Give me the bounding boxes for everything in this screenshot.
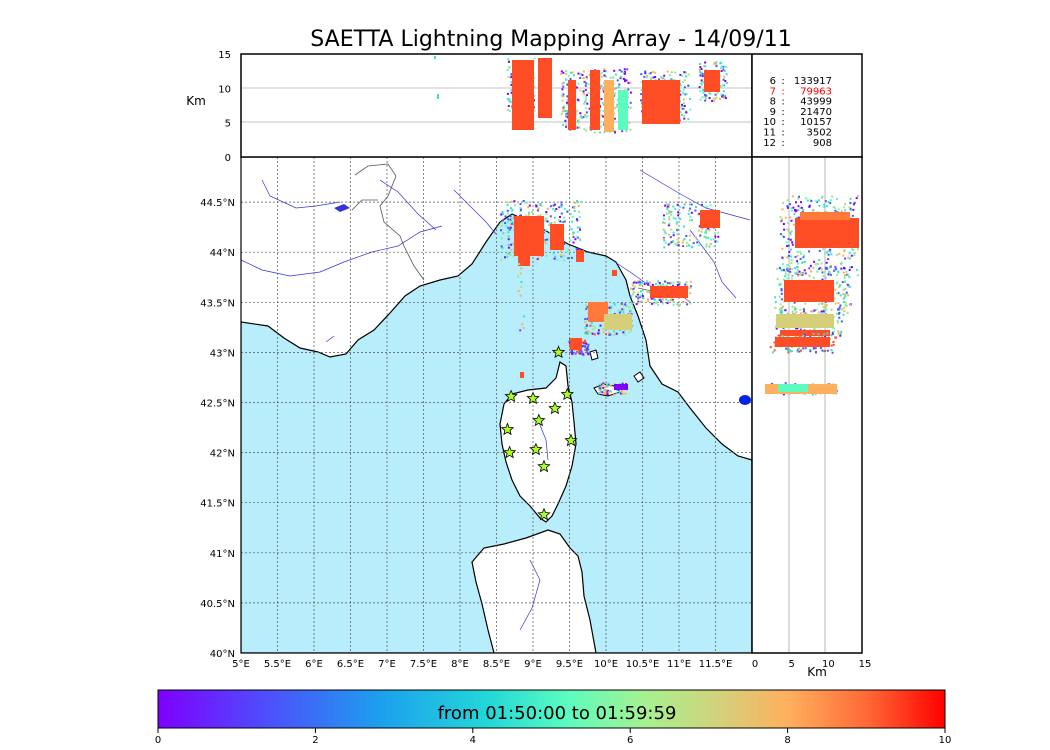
sardinia-island: [471, 529, 597, 653]
colorbar-tick: 8: [784, 735, 790, 746]
station-star-icon: [529, 442, 543, 456]
count-key: 10: [763, 117, 776, 128]
lon-tick-label: 6°E: [305, 659, 323, 670]
source-count-list: 6:1339177:799638:439999:2147010:1015711:…: [763, 76, 832, 149]
altitude-longitude-panel: 0 5 10 15 Km: [186, 50, 753, 164]
side-altitude-tick: 10: [822, 659, 835, 670]
count-key: 12: [763, 138, 776, 149]
lon-tick-label: 10°E: [594, 659, 618, 670]
altitude-latitude-panel: 0 5 10 15 Km: [751, 156, 872, 679]
chart-title: SAETTA Lightning Mapping Array - 14/09/1…: [310, 27, 791, 52]
side-altitude-tick: 15: [859, 659, 872, 670]
time-colorbar: from 01:50:00 to 01:59:59 0 2 4 6 8 10: [155, 689, 952, 746]
time-range-label: from 01:50:00 to 01:59:59: [438, 703, 677, 724]
latitude-tick-labels: 40°N 40.5°N 41°N 41.5°N 42°N 42.5°N 43°N 43.5°N…: [200, 198, 235, 660]
count-separator: :: [781, 86, 784, 97]
lon-tick-label: 7°E: [378, 659, 396, 670]
lon-tick-label: 6.5°E: [337, 659, 364, 670]
lat-tick-label: 43.5°N: [200, 298, 235, 309]
lat-tick-label: 43°N: [210, 348, 235, 359]
side-altitude-axis-label: Km: [807, 665, 827, 679]
count-separator: :: [781, 128, 784, 139]
side-altitude-tick-labels: 0 5 10 15: [752, 659, 872, 670]
count-key: 9: [770, 107, 776, 118]
lon-tick-label: 5.5°E: [264, 659, 291, 670]
lat-tick-label: 41.5°N: [200, 499, 235, 510]
map-grid: [241, 157, 752, 653]
count-separator: :: [781, 117, 784, 128]
count-separator: :: [781, 76, 784, 87]
lat-tick-label: 42.5°N: [200, 398, 235, 409]
lat-tick-label: 44.5°N: [200, 198, 235, 209]
source-count-panel: 6:1339177:799638:439999:2147010:1015711:…: [751, 53, 863, 158]
colorbar-gradient: [157, 689, 946, 729]
lma-stations: [500, 345, 578, 521]
count-value: 10157: [800, 117, 832, 128]
colorbar-tick-labels: 0 2 4 6 8 10: [155, 728, 952, 746]
lon-tick-label: 8°E: [451, 659, 469, 670]
lat-tick-label: 41°N: [210, 549, 235, 560]
lon-tick-label: 7.5°E: [410, 659, 437, 670]
count-separator: :: [781, 107, 784, 118]
station-star-icon: [548, 401, 562, 415]
count-value: 43999: [800, 97, 832, 108]
station-star-icon: [551, 345, 566, 359]
capraia-island: [589, 349, 599, 361]
station-star-icon: [537, 459, 551, 473]
lon-tick-label: 11°E: [667, 659, 691, 670]
corsica-island: [499, 361, 577, 523]
altitude-tick: 0: [225, 153, 231, 164]
side-altitude-tick: 5: [788, 659, 794, 670]
side-panel-frame: [751, 156, 863, 654]
count-key: 11: [763, 128, 776, 139]
count-value: 21470: [800, 107, 832, 118]
map-panel: 5°E 5.5°E 6°E 6.5°E 7°E 7.5°E 8°E 8.5°E 9°E 9.5°E…: [200, 156, 753, 670]
lon-tick-label: 8.5°E: [483, 659, 510, 670]
colorbar-tick: 2: [312, 735, 318, 746]
count-value: 133917: [794, 76, 832, 87]
lon-tick-label: 5°E: [232, 659, 250, 670]
altitude-tick: 10: [218, 84, 231, 95]
station-star-icon: [504, 389, 518, 403]
count-key: 7: [770, 86, 776, 97]
lake: [334, 204, 350, 212]
count-value: 79963: [800, 86, 832, 97]
colorbar-tick: 0: [155, 735, 161, 746]
station-star-icon: [564, 433, 578, 447]
side-altitude-tick: 0: [752, 659, 758, 670]
lon-tick-label: 11.5°E: [699, 659, 733, 670]
station-star-icon: [560, 387, 574, 401]
count-value: 3502: [807, 128, 832, 139]
altitude-axis-label: Km: [186, 94, 206, 108]
count-separator: :: [781, 138, 784, 149]
count-key: 6: [770, 76, 776, 87]
map-lightning-sources: [500, 200, 751, 405]
colorbar-tick: 4: [470, 735, 476, 746]
giglio-island: [633, 371, 645, 383]
colorbar-tick: 10: [939, 735, 952, 746]
altitude-tick: 5: [225, 119, 231, 130]
count-key: 8: [770, 97, 776, 108]
count-value: 908: [813, 138, 832, 149]
top-lightning-sources: [434, 56, 728, 134]
longitude-tick-labels: 5°E 5.5°E 6°E 6.5°E 7°E 7.5°E 8°E 8.5°E 9°E 9.5°E…: [232, 659, 732, 670]
lat-tick-label: 44°N: [210, 248, 235, 259]
altitude-tick-labels: 0 5 10 15: [218, 50, 231, 164]
station-star-icon: [532, 413, 546, 427]
side-lightning-sources: [765, 195, 859, 396]
colorbar-tick: 6: [627, 735, 633, 746]
station-star-icon: [502, 445, 517, 459]
lat-tick-label: 40.5°N: [200, 599, 235, 610]
station-star-icon: [537, 507, 551, 521]
lon-tick-label: 9°E: [524, 659, 542, 670]
lat-tick-label: 40°N: [210, 649, 235, 660]
count-separator: :: [781, 97, 784, 108]
station-star-icon: [526, 391, 540, 405]
station-star-icon: [500, 422, 515, 436]
altitude-tick: 15: [218, 50, 231, 61]
lon-tick-label: 10.5°E: [626, 659, 660, 670]
lat-tick-label: 42°N: [210, 449, 235, 460]
lon-tick-label: 9.5°E: [556, 659, 583, 670]
